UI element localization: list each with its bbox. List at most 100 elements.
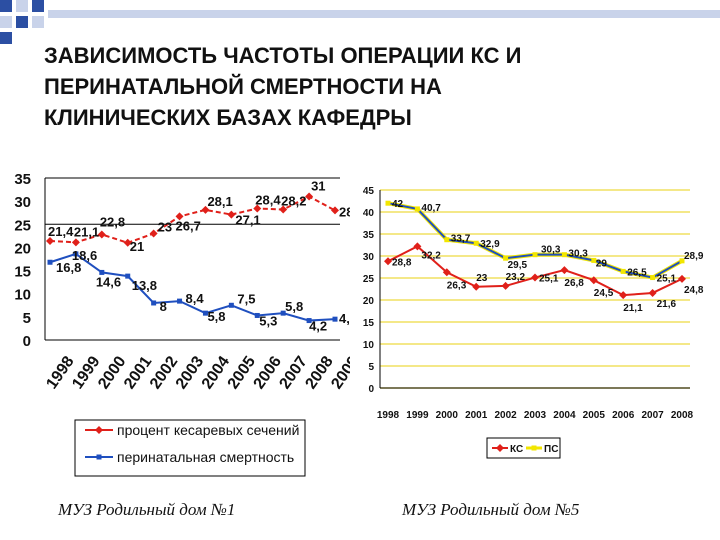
data-label: 24,8 [684,285,704,296]
y-tick-label: 35 [363,230,375,241]
data-point [650,275,656,281]
legend-marker [96,454,102,460]
data-point [444,237,450,243]
data-label: 30,3 [568,249,588,260]
data-point [591,257,597,263]
y-tick-label: 5 [23,310,31,327]
data-label: 25,1 [657,274,677,285]
data-label: 8 [160,299,167,314]
data-point [648,288,657,297]
x-tick-label: 2005 [583,410,606,421]
data-label: 30,3 [541,245,561,256]
title-line: ЗАВИСИМОСТЬ ЧАСТОТЫ ОПЕРАЦИИ КС И [44,43,522,68]
data-label: 26,5 [627,267,647,278]
data-label: 25,1 [539,274,559,285]
data-label: 16,8 [56,260,81,275]
deco-square [0,0,12,12]
data-label: 42 [392,199,404,210]
data-label: 23 [158,220,172,235]
data-point [123,238,132,247]
data-label: 13,8 [132,278,157,293]
data-point [46,236,54,245]
y-tick-label: 30 [363,252,375,263]
data-point [71,238,80,247]
y-tick-label: 0 [23,333,31,350]
data-point [531,273,539,282]
data-label: 5,3 [259,313,277,328]
x-tick-label: 2008 [302,353,336,392]
x-tick-label: 2004 [199,353,233,392]
data-label: 23,2 [506,272,526,283]
data-label: 26,8 [564,278,584,289]
caption-left: МУЗ Родильный дом №1 [58,500,236,519]
x-tick-label: 2001 [465,410,488,421]
x-tick-label: 2007 [641,410,664,421]
data-label: 29 [596,258,608,269]
data-point [175,212,184,221]
chart-roddom-5: 0 5 10 15 20 25 30 35 40 45 1998 1999 2000 2001 2002 20… [350,180,704,480]
legend-marker [496,444,504,452]
title-line: КЛИНИЧЕСКИХ БАЗАХ КАФЕДРЫ [44,105,412,130]
x-tick-label: 1998 [377,410,400,421]
legend-label: КС [510,444,523,455]
x-tick-label: 2003 [173,353,207,392]
data-point [620,268,626,274]
data-label: 21,1 [74,224,99,239]
y-tick-label: 10 [363,340,375,351]
data-point [560,266,569,275]
data-label: 5,8 [207,309,225,324]
x-tick-label: 2003 [524,410,547,421]
data-label: 28,8 [392,257,412,268]
data-point [306,318,312,324]
legend-label: процент кесаревых сечений [117,422,299,438]
data-point [589,276,598,285]
data-point [201,205,210,214]
slide-title: ЗАВИСИМОСТЬ ЧАСТОТЫ ОПЕРАЦИИ КС И ПЕРИНА… [44,40,704,133]
x-tick-label: 2000 [95,353,129,392]
caption-right: МУЗ Родильный дом №5 [402,500,580,519]
legend-label: ПС [544,444,558,455]
data-label: 28,2 [281,193,306,208]
data-label: 32,9 [480,239,500,250]
data-point [47,259,53,265]
data-label: 5,8 [285,299,303,314]
deco-square [0,16,12,28]
x-tick-label: 2002 [147,353,181,392]
x-tick-label: 1999 [406,410,429,421]
deco-square [0,32,12,44]
y-tick-label: 15 [14,264,31,281]
data-point [472,282,481,291]
data-point [228,302,234,308]
deco-square [32,0,44,12]
data-point [332,316,338,322]
title-line: ПЕРИНАТАЛЬНОЙ СМЕРТНОСТИ НА [44,74,442,99]
y-tick-label: 0 [368,384,374,395]
data-label: 8,4 [186,291,205,306]
data-label: 21,6 [657,299,677,310]
data-point [331,206,339,215]
data-label: 32,2 [421,250,441,261]
data-point [73,251,79,257]
data-point [384,257,392,266]
legend-marker [531,445,537,451]
data-label: 28,4 [255,193,281,208]
data-point [473,240,479,246]
data-point [280,310,286,316]
data-point [442,268,451,277]
data-label: 28 [339,204,353,219]
data-point [305,192,314,201]
data-label: 27,1 [235,213,260,228]
legend-box [486,437,561,459]
deco-square [16,16,28,28]
y-tick-label: 5 [368,362,374,373]
data-label: 22,8 [100,214,125,229]
x-tick-label: 2002 [494,410,517,421]
data-point [99,269,105,275]
y-tick-label: 40 [363,208,375,219]
data-label: 29,5 [508,260,528,271]
data-label: 18,6 [72,248,97,263]
y-tick-label: 15 [363,318,375,329]
data-point [561,252,567,258]
data-label: 26,3 [447,280,467,291]
data-point [678,274,686,283]
